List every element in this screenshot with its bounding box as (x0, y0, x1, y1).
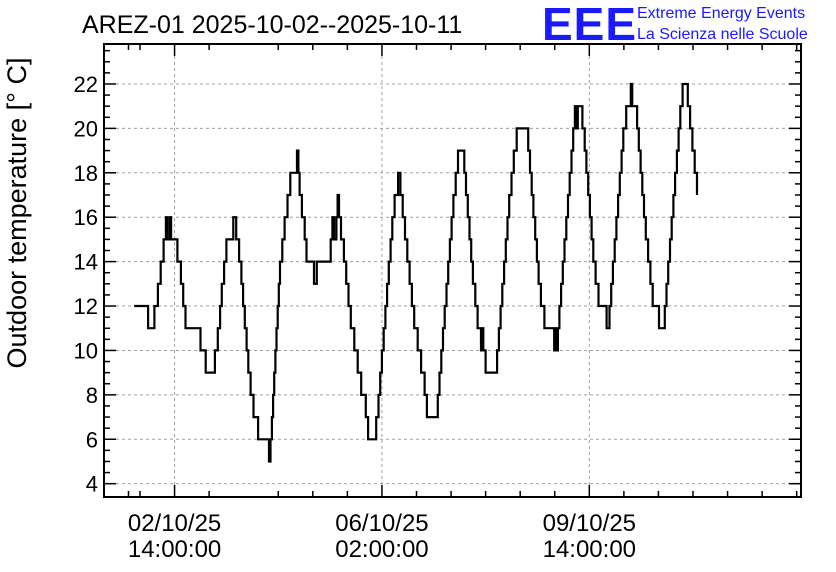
y-axis-label: Outdoor temperature [° C] (2, 58, 32, 369)
x-tick-label-time: 14:00:00 (128, 536, 221, 563)
x-tick-labels: 02/10/2514:00:0006/10/2502:00:0009/10/25… (128, 510, 636, 563)
eee-logo-line1: Extreme Energy Events (637, 5, 805, 22)
y-tick-label: 10 (74, 338, 98, 363)
x-tick-label-date: 06/10/25 (335, 510, 428, 537)
axis-ticks (104, 44, 801, 497)
x-tick-label-time: 14:00:00 (543, 536, 636, 563)
y-tick-label: 20 (74, 116, 98, 141)
x-tick-label-date: 09/10/25 (543, 510, 636, 537)
data-series (134, 82, 699, 463)
grid-lines (104, 44, 801, 497)
eee-logo-mark: EEE (542, 0, 637, 50)
y-tick-label: 14 (74, 250, 98, 275)
y-tick-label: 16 (74, 205, 98, 230)
eee-logo-line2: La Scienza nelle Scuole (637, 26, 808, 43)
eee-logo: EEE Extreme Energy Events La Scienza nel… (542, 0, 808, 50)
x-tick-label-date: 02/10/25 (128, 510, 221, 537)
plot-frame (103, 43, 802, 498)
y-tick-labels: 4 6 8 10 12 14 16 18 20 22 (74, 72, 98, 497)
x-tick-label-time: 02:00:00 (335, 536, 428, 563)
y-tick-label: 18 (74, 161, 98, 186)
temperature-series-line (134, 82, 699, 463)
chart-title: AREZ-01 2025-10-02--2025-10-11 (82, 11, 462, 39)
y-tick-label: 12 (74, 294, 98, 319)
y-tick-label: 22 (74, 72, 98, 97)
y-tick-label: 6 (86, 427, 98, 452)
y-tick-label: 4 (86, 472, 98, 497)
y-tick-label: 8 (86, 383, 98, 408)
